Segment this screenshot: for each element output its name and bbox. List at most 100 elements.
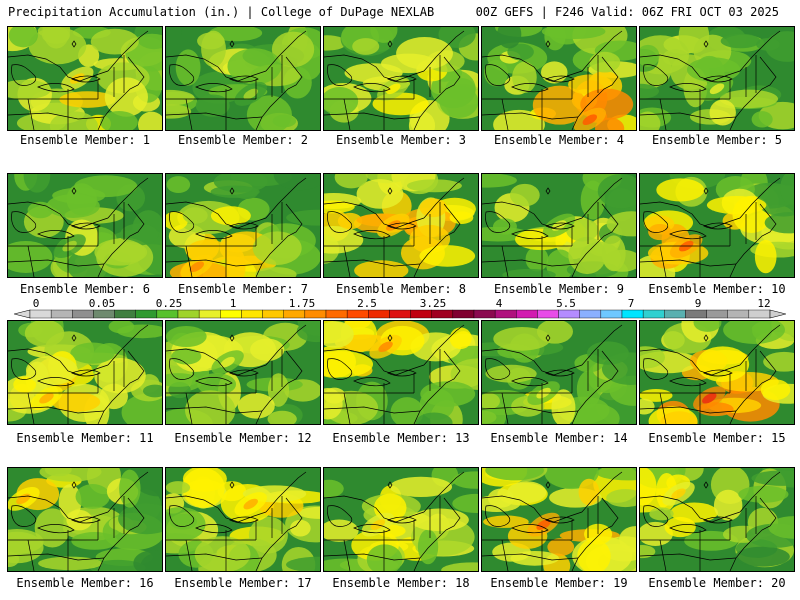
ensemble-map-panel (323, 467, 479, 572)
color-scale-tick-label: 2.5 (357, 297, 377, 310)
map-boundaries (8, 177, 149, 277)
precip-map (482, 468, 636, 571)
color-scale-swatch (706, 309, 728, 319)
ensemble-member-label: Ensemble Member: 5 (651, 133, 783, 147)
ensemble-member-label: Ensemble Member: 15 (648, 431, 786, 445)
color-scale-swatch (156, 309, 179, 319)
map-boundaries (166, 471, 307, 571)
precip-map (640, 468, 794, 571)
color-scale-swatch (389, 309, 411, 319)
precip-map (166, 27, 320, 130)
map-boundaries (482, 324, 623, 424)
color-scale-tick-label: 1.75 (288, 297, 316, 310)
color-scale-tick-label: 3.25 (419, 297, 447, 310)
precip-map (482, 27, 636, 130)
ensemble-map-panel (165, 320, 321, 425)
ensemble-map-panel (481, 173, 637, 278)
color-scale-swatch (600, 309, 623, 319)
color-scale-swatch (262, 309, 284, 319)
color-scale-tick-label: 5.5 (556, 297, 576, 310)
ensemble-member-label: Ensemble Member: 9 (493, 282, 625, 296)
ensemble-map-panel (639, 320, 795, 425)
color-scale-bar (14, 309, 786, 319)
ensemble-map-panel (639, 467, 795, 572)
color-scale-swatch (50, 309, 73, 319)
precip-map (482, 174, 636, 277)
ensemble-member-label: Ensemble Member: 11 (16, 431, 154, 445)
ensemble-map-panel (323, 173, 479, 278)
color-scale-swatch (473, 309, 496, 319)
map-boundaries (324, 30, 465, 130)
color-scale-tick-label: 7 (627, 297, 635, 310)
color-scale-swatch (685, 309, 707, 319)
color-scale-swatch (452, 309, 475, 319)
color-scale-swatch (368, 309, 390, 319)
precip-map (166, 174, 320, 277)
map-boundaries (8, 471, 149, 571)
ensemble-map-panel (165, 467, 321, 572)
color-scale-swatch (558, 309, 580, 319)
color-scale-swatch (304, 309, 327, 319)
ensemble-member-label: Ensemble Member: 18 (332, 576, 470, 590)
ensemble-map-panel (7, 173, 163, 278)
ensemble-member-label: Ensemble Member: 10 (648, 282, 786, 296)
map-boundaries (166, 177, 307, 277)
ensemble-member-label: Ensemble Member: 8 (335, 282, 467, 296)
ensemble-map-panel (7, 26, 163, 131)
color-scale-tick-label: 1 (229, 297, 237, 310)
ensemble-map-panel (639, 26, 795, 131)
color-scale-tick-label: 0.05 (88, 297, 116, 310)
color-scale-swatch (621, 309, 644, 319)
color-scale-swatch (220, 309, 242, 319)
color-scale-swatch (494, 309, 517, 319)
map-boundaries (640, 471, 781, 571)
color-scale-swatch (664, 309, 686, 319)
ensemble-map-panel (165, 173, 321, 278)
ensemble-member-label: Ensemble Member: 2 (177, 133, 309, 147)
ensemble-member-label: Ensemble Member: 4 (493, 133, 625, 147)
precip-map (640, 321, 794, 424)
precip-map (324, 174, 478, 277)
ensemble-map-panel (481, 320, 637, 425)
color-scale-swatch (642, 309, 665, 319)
color-scale-swatch (198, 309, 221, 319)
color-scale-tick-label: 12 (757, 297, 771, 310)
map-boundaries (324, 177, 465, 277)
precip-map (166, 468, 320, 571)
precip-map (8, 321, 162, 424)
color-scale-swatch (114, 309, 136, 319)
color-scale-swatch (748, 309, 771, 319)
color-scale-swatch (410, 309, 432, 319)
ensemble-map-panel (7, 320, 163, 425)
ensemble-member-label: Ensemble Member: 1 (19, 133, 151, 147)
color-scale-swatch (516, 309, 538, 319)
map-boundaries (166, 324, 307, 424)
ensemble-map-panel (323, 320, 479, 425)
ensemble-map-panel (165, 26, 321, 131)
color-scale-swatch (579, 309, 602, 319)
ensemble-member-label: Ensemble Member: 20 (648, 576, 786, 590)
ensemble-member-label: Ensemble Member: 7 (177, 282, 309, 296)
map-boundaries (482, 30, 623, 130)
color-scale-swatch (93, 309, 115, 319)
precip-map (324, 27, 478, 130)
ensemble-member-label: Ensemble Member: 3 (335, 133, 467, 147)
color-scale-tick-label: 9 (694, 297, 702, 310)
color-scale-swatch (72, 309, 94, 319)
map-boundaries (482, 177, 623, 277)
map-boundaries (482, 471, 623, 571)
color-scale-tick-label: 0.25 (155, 297, 183, 310)
ensemble-member-label: Ensemble Member: 13 (332, 431, 470, 445)
color-scale-tick-label: 4 (495, 297, 503, 310)
map-boundaries (640, 324, 781, 424)
precip-map (8, 174, 162, 277)
color-scale-swatch (241, 309, 263, 319)
run-valid-time: 00Z GEFS | F246 Valid: 06Z FRI OCT 03 20… (475, 5, 779, 19)
precip-map (324, 468, 478, 571)
ensemble-map-panel (7, 467, 163, 572)
precip-map (8, 27, 162, 130)
ensemble-map-panel (639, 173, 795, 278)
precip-map (166, 321, 320, 424)
ensemble-member-label: Ensemble Member: 19 (490, 576, 628, 590)
figure-title: Precipitation Accumulation (in.) | Colle… (8, 5, 435, 19)
